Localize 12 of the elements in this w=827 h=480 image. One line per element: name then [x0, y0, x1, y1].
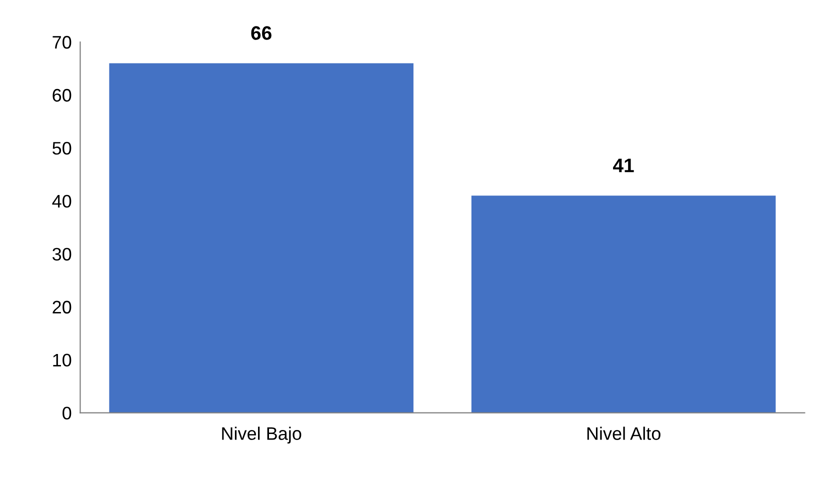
y-tick-label: 50	[52, 142, 72, 155]
y-tick-label: 20	[52, 300, 72, 314]
y-tick-label: 40	[52, 194, 72, 208]
y-tick-label: 70	[52, 36, 72, 49]
y-tick-label: 10	[53, 354, 72, 367]
y-tick-label: 0	[62, 406, 72, 420]
x-tick-label: Nivel Bajo	[222, 426, 302, 444]
data-label: 41	[613, 158, 634, 172]
data-label: 66	[251, 26, 272, 40]
x-tick-label: Nivel Alto	[587, 426, 660, 440]
y-tick-label: 30	[52, 248, 72, 261]
y-tick-label: 60	[52, 88, 72, 102]
